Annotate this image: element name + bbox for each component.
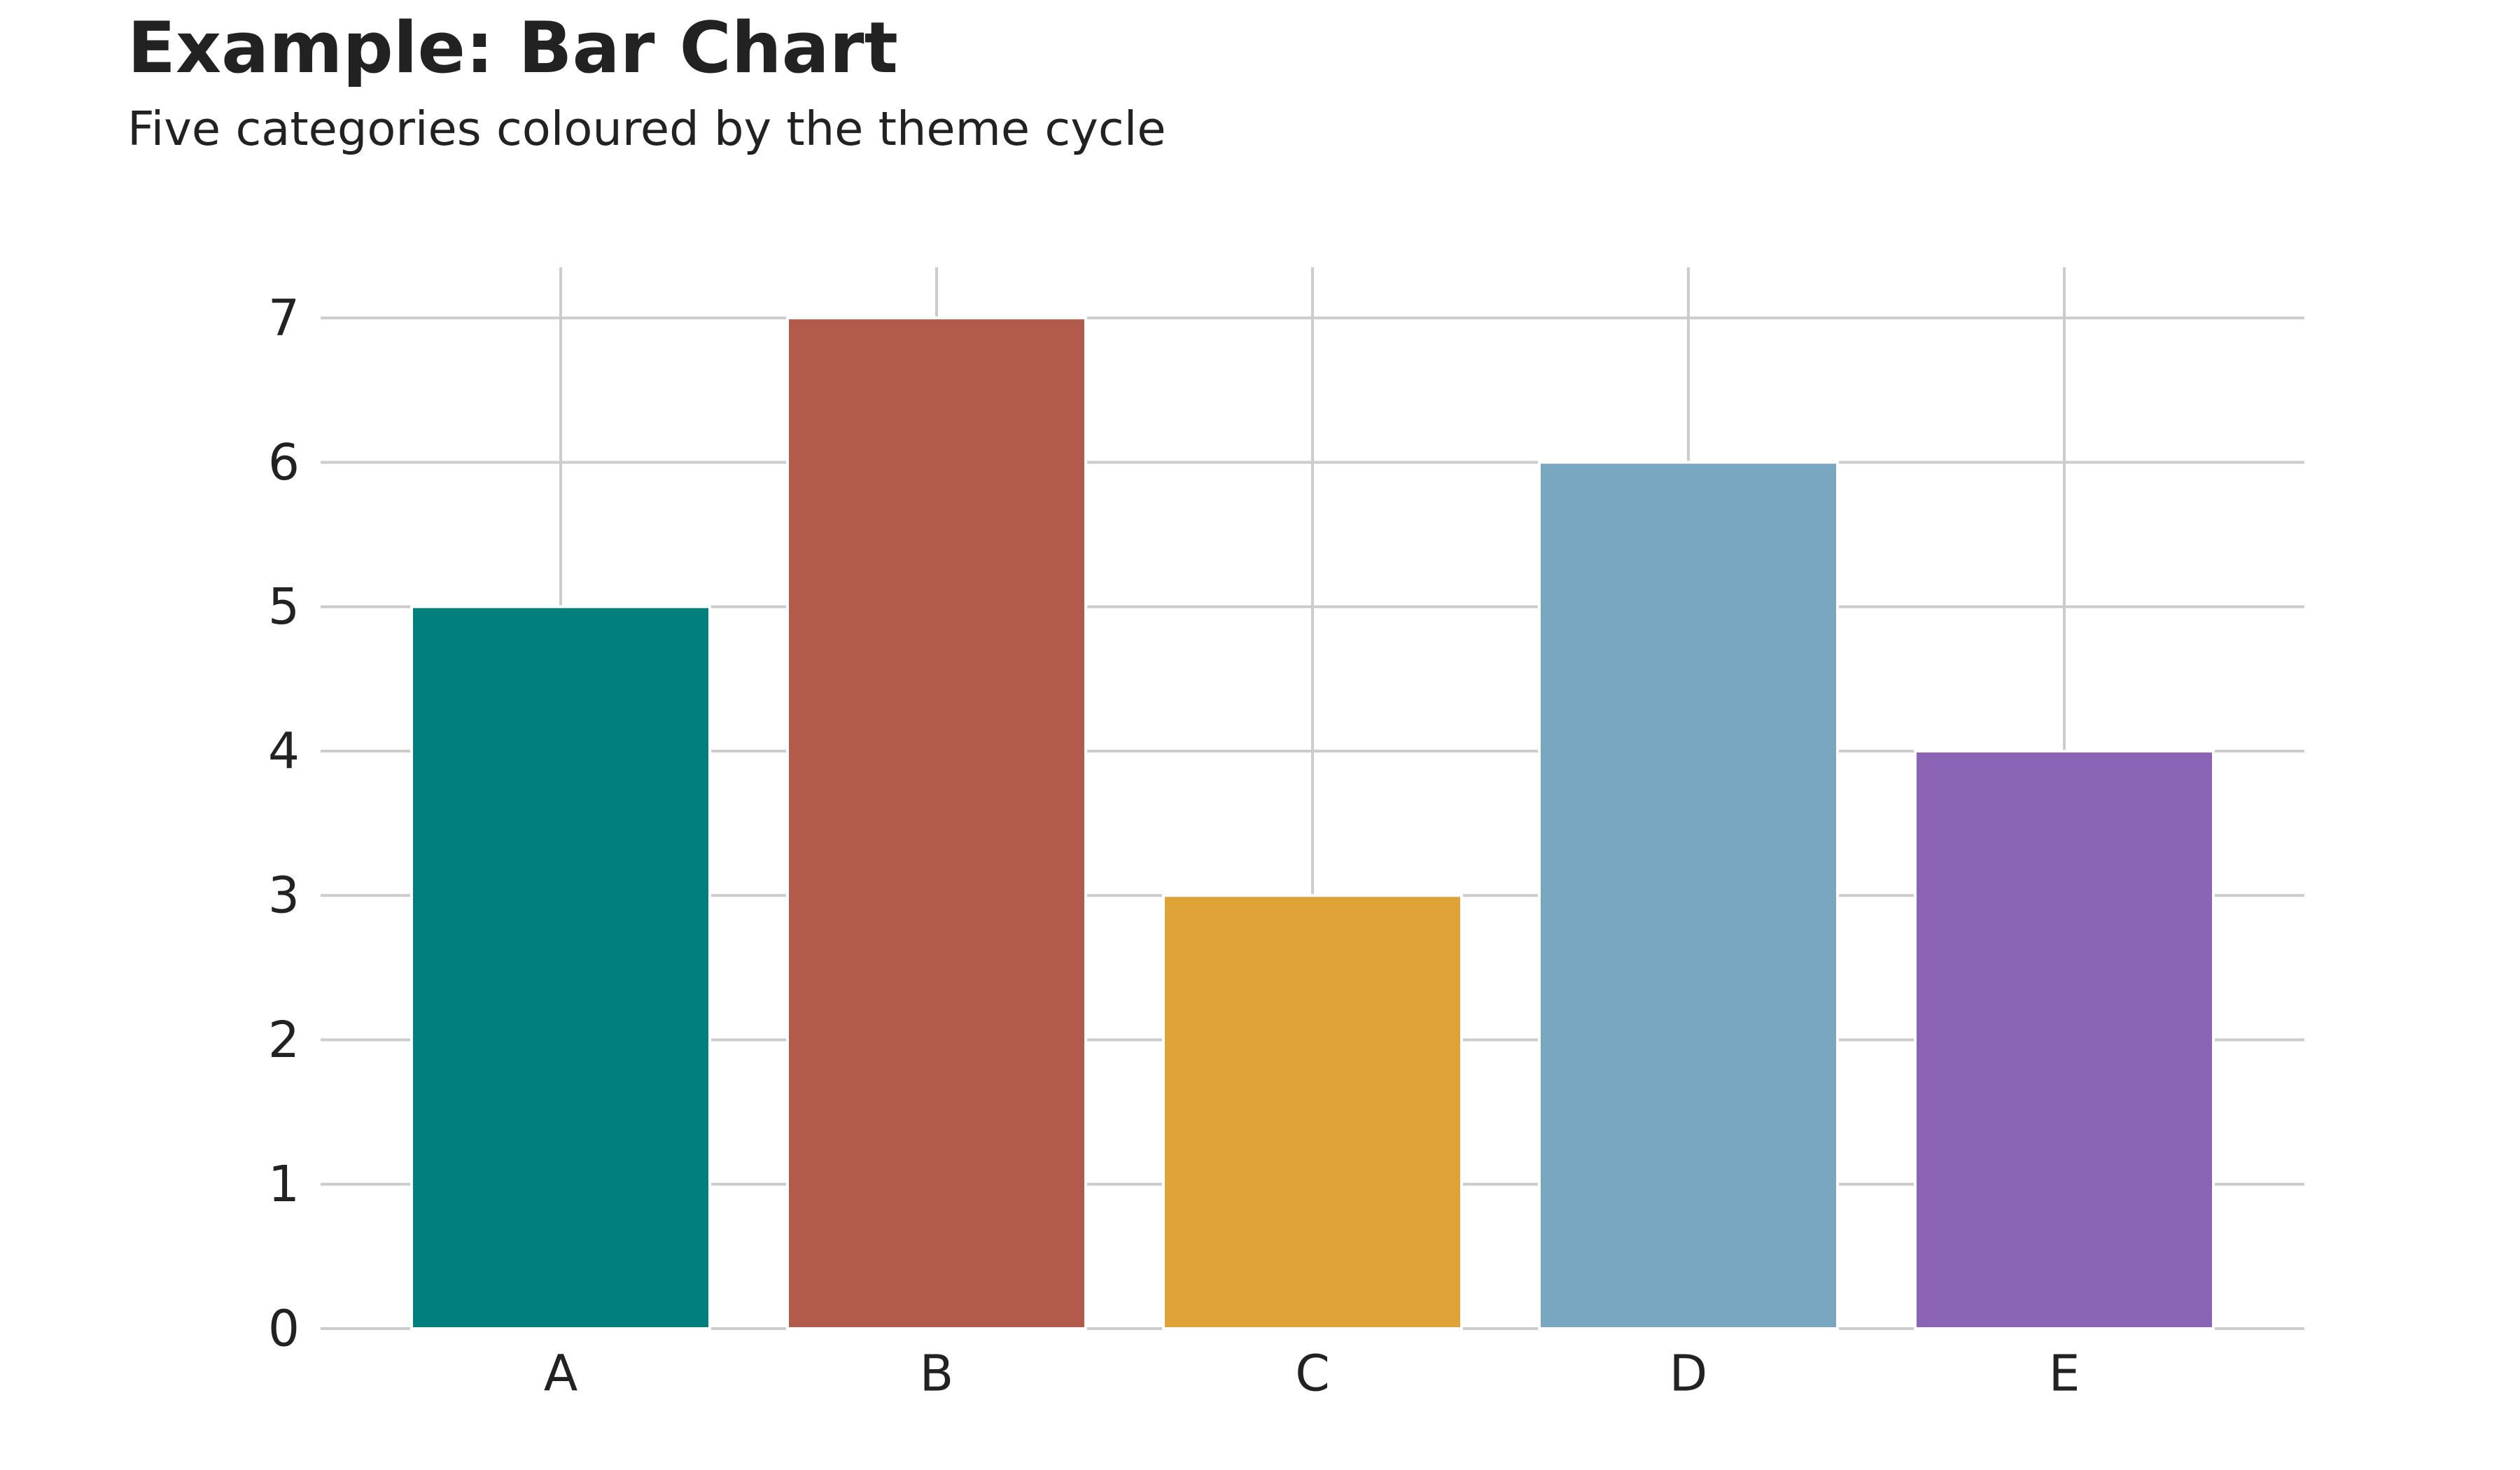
x-tick-label-D: D <box>1670 1345 1708 1403</box>
y-tick-label-3: 3 <box>268 867 300 925</box>
bar-D <box>1538 461 1839 1330</box>
chart-title: Example: Bar Chart <box>127 6 898 89</box>
bar-A <box>410 605 711 1330</box>
x-tick-label-B: B <box>920 1345 954 1403</box>
y-tick-label-1: 1 <box>268 1155 300 1213</box>
x-axis-ticks: A B C D E <box>544 1345 2080 1403</box>
x-tick-label-A: A <box>544 1345 578 1403</box>
y-tick-label-4: 4 <box>268 722 300 780</box>
chart-subtitle: Five categories coloured by the theme cy… <box>127 102 1166 156</box>
y-axis-ticks: 0 1 2 3 4 5 6 7 <box>268 289 300 1358</box>
y-tick-label-6: 6 <box>268 433 300 491</box>
y-tick-label-0: 0 <box>268 1300 300 1358</box>
bar-B <box>786 316 1087 1331</box>
x-tick-label-E: E <box>2049 1345 2080 1403</box>
bars <box>410 316 2215 1331</box>
bar-C <box>1162 894 1463 1330</box>
y-tick-label-2: 2 <box>268 1011 300 1069</box>
y-tick-label-5: 5 <box>268 578 300 636</box>
x-tick-label-C: C <box>1295 1345 1330 1403</box>
y-tick-label-7: 7 <box>268 289 300 347</box>
bar-E <box>1914 749 2215 1330</box>
